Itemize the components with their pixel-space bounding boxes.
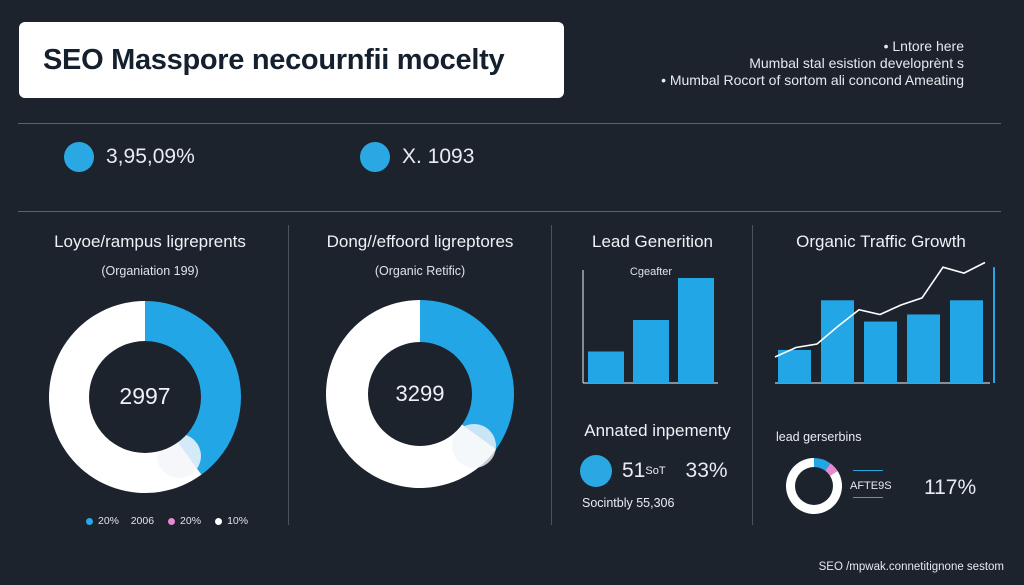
note-line: • Lntore here	[883, 38, 964, 54]
donut2-chart: 3299	[325, 300, 514, 488]
footer-text: SEO /mpwak.connetitignone sestom	[818, 561, 1004, 573]
donut2-highlight	[452, 424, 496, 468]
header-notes: • Lntore here Mumbal stal esistion devel…	[661, 38, 964, 89]
kpi-value: 3,95,09%	[106, 145, 195, 168]
traffic-bar	[821, 300, 854, 383]
lead-bar-chart: Cgeafter	[582, 266, 718, 384]
annotated-unit: SoT	[645, 465, 666, 477]
divider-vertical	[551, 225, 552, 525]
annotated-values: 51 SoT 33%	[580, 455, 728, 487]
donut2-subtitle: (Organic Retific)	[374, 264, 466, 278]
page-title: SEO Masspore necournfii mocelty	[43, 43, 505, 76]
divider-vertical	[288, 225, 289, 525]
legend-swatch-icon	[215, 517, 223, 525]
traffic-bar	[907, 314, 940, 383]
divider-top	[18, 123, 1001, 124]
leadgen-value: 117%	[924, 476, 977, 499]
legend-label: 20%	[98, 515, 120, 527]
divider-vertical	[752, 225, 753, 525]
leadgen-title: lead gerserbins	[776, 430, 862, 444]
lead-title: Lead Generition	[592, 232, 713, 251]
leadgen-label: AFTE9S	[850, 480, 892, 492]
lead-bar-annotation: Cgeafter	[630, 266, 673, 278]
divider-middle	[18, 211, 1001, 212]
traffic-chart	[774, 261, 995, 384]
legend-swatch-icon	[86, 517, 93, 525]
note-line: Mumbal stal esistion developrènt s	[749, 55, 964, 71]
legend-extra: 2006	[130, 515, 155, 527]
leadgen-donut-hole	[795, 467, 833, 505]
legend-label: 20%	[180, 515, 202, 527]
legend-label: 10%	[227, 515, 249, 527]
lead-bar	[588, 351, 624, 383]
leadgen-line	[853, 470, 883, 471]
leadgen-line	[853, 497, 883, 498]
legend: 20% 2006 20% 10%	[86, 515, 262, 527]
donut2-title: Dong//effoord ligreptores	[326, 232, 514, 251]
legend-swatch-icon	[168, 517, 176, 525]
annotated-dot-icon	[580, 455, 612, 487]
title-banner: SEO Masspore necournfii mocelty	[19, 22, 564, 98]
kpi-dot-icon	[64, 142, 94, 172]
donut1-subtitle: (Organiation 199)	[101, 264, 199, 278]
donut2-hole	[368, 342, 472, 446]
lead-bar	[678, 278, 714, 383]
kpi-1: 3,95,09%	[64, 140, 195, 174]
kpi-dot-icon	[360, 142, 390, 172]
legend-item: 20% 2006	[86, 515, 154, 527]
annotated-title: Annated inpementy	[584, 421, 731, 440]
lead-bar	[633, 320, 669, 383]
traffic-bar	[778, 349, 811, 383]
legend-item: 20%	[168, 515, 201, 527]
kpi-2: X. 1093	[360, 140, 474, 174]
traffic-trend-line	[774, 261, 986, 358]
annotated-value: 51	[622, 459, 646, 482]
annotated-caption: Socintbly 55,306	[582, 496, 675, 510]
traffic-title: Organic Traffic Growth	[796, 232, 966, 251]
donut1-title: Loyoe/rampus ligreprents	[54, 232, 246, 251]
note-line: • Mumbal Rocort of sortom ali concond Am…	[661, 72, 964, 88]
legend-item: 10%	[215, 515, 248, 527]
annotated-percent: 33%	[685, 459, 728, 482]
traffic-bar	[864, 321, 897, 383]
kpi-value: X. 1093	[402, 145, 475, 168]
traffic-bar	[950, 300, 983, 383]
donut1-chart: 2997	[48, 301, 242, 493]
donut1-hole	[89, 341, 201, 453]
traffic-bar	[993, 267, 995, 383]
donut1-center-label: 2997	[119, 383, 170, 409]
donut2-center-label: 3299	[396, 381, 445, 406]
leadgen-donut	[786, 458, 842, 514]
